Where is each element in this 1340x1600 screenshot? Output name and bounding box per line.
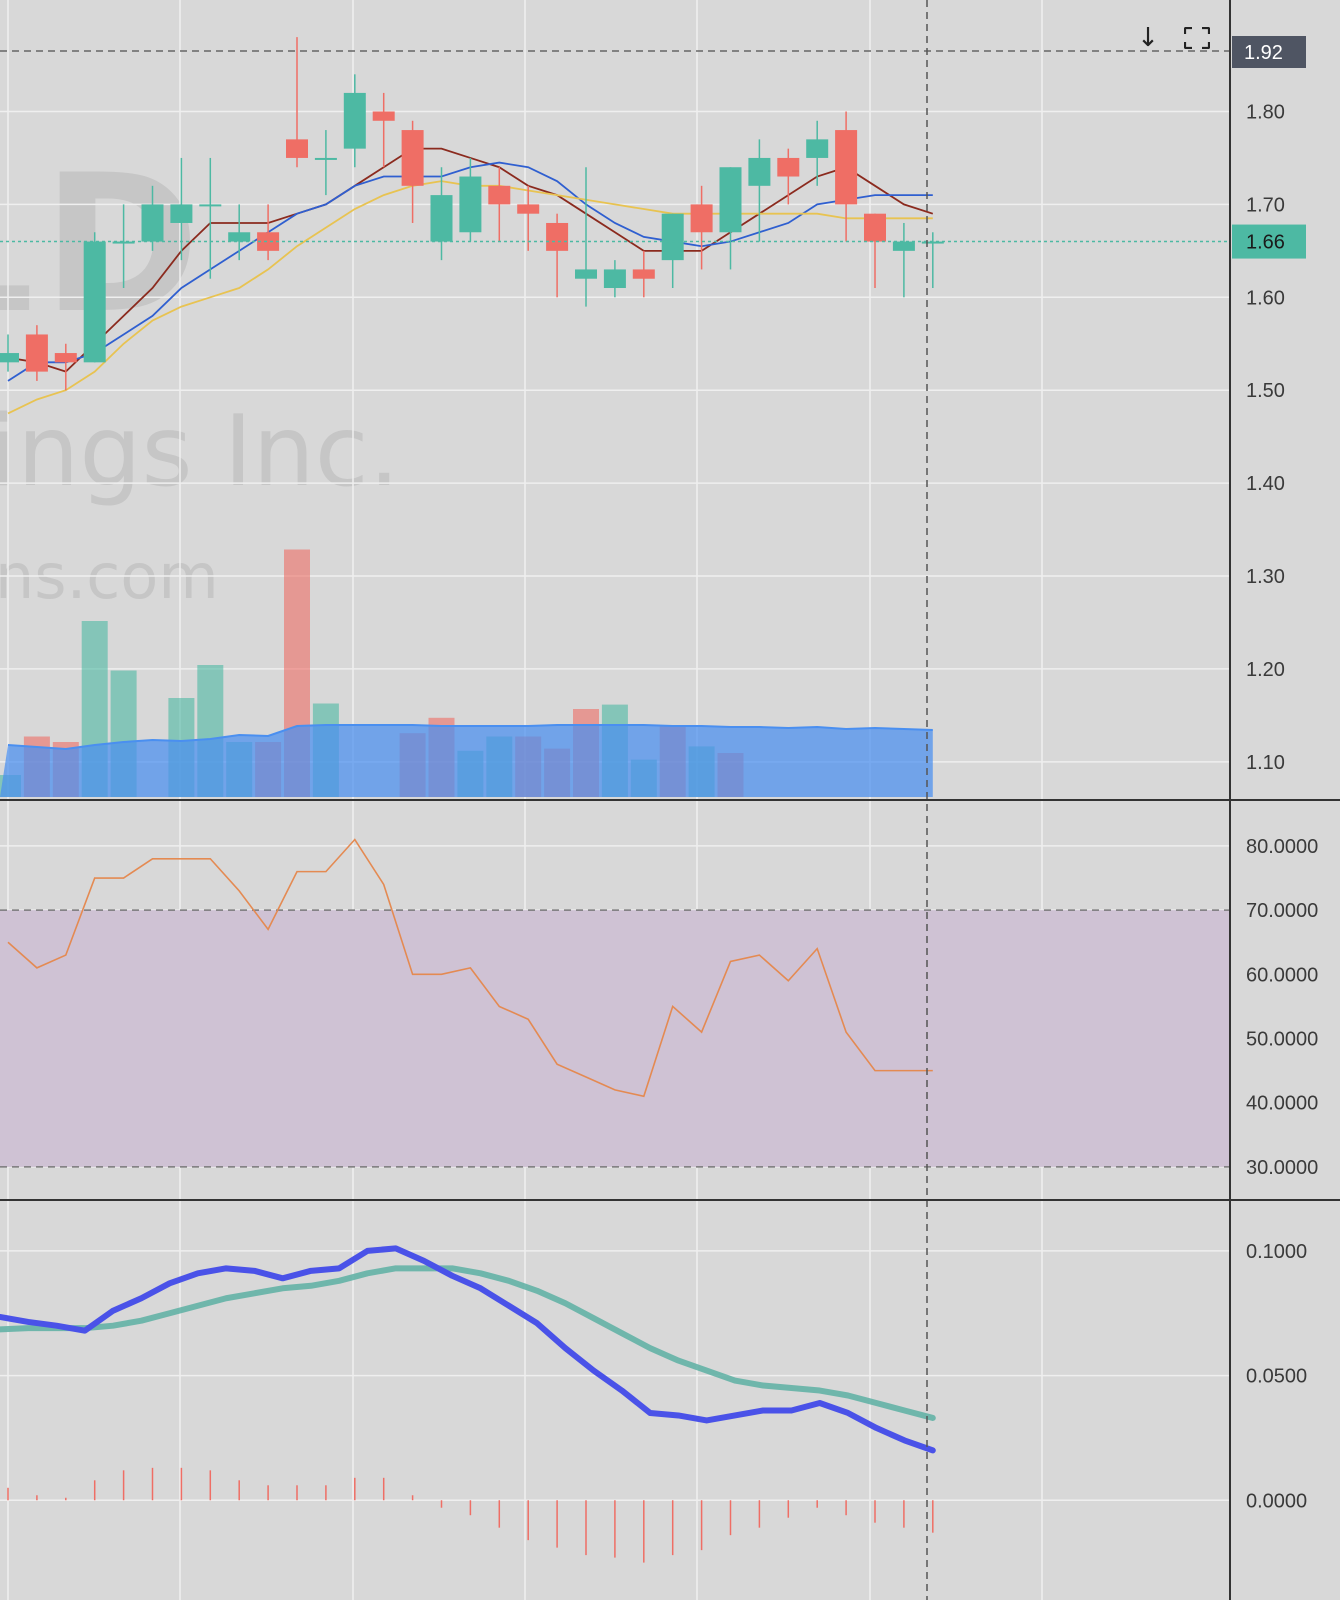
- price-axis-label: 1.10: [1246, 752, 1285, 774]
- candle-body: [112, 241, 135, 244]
- candle-body: [546, 222, 569, 251]
- rsi-layer: [7, 838, 933, 1098]
- macd-layer: [0, 1245, 936, 1563]
- candle-body: [199, 204, 222, 207]
- volume-layer: [0, 549, 933, 797]
- candle-body: [430, 195, 453, 242]
- axis-labels: 1.80 1.70 1.60 1.50 1.40 1.30 1.20 1.10 80.0000 7…: [1246, 101, 1318, 1512]
- candle-body: [343, 92, 366, 149]
- candle-body: [459, 176, 482, 233]
- candle-body: [0, 353, 19, 363]
- candle-body: [54, 353, 77, 363]
- price-axis-label: 1.40: [1246, 473, 1285, 495]
- candle-body: [719, 167, 742, 233]
- candle-body: [257, 232, 280, 251]
- candle-body: [372, 111, 395, 121]
- candle-body: [314, 157, 337, 160]
- macd-signal-line: [0, 1265, 936, 1421]
- candle-body: [517, 204, 540, 214]
- fullscreen-icon-glyph: [1184, 27, 1210, 49]
- candle-body: [25, 334, 48, 372]
- candle-body: [603, 269, 626, 289]
- crosshair-price-label: 1.92: [1244, 42, 1283, 64]
- rsi-line: [7, 838, 933, 1098]
- price-axis-label: 1.30: [1246, 566, 1285, 588]
- watermark-company: ings Inc.: [0, 395, 400, 509]
- rsi-axis-label: 60.0000: [1246, 964, 1318, 986]
- fullscreen-icon[interactable]: [1177, 18, 1217, 58]
- candle-body: [170, 204, 193, 223]
- price-axis-label: 1.50: [1246, 380, 1285, 402]
- last-price-tag: [1232, 224, 1306, 259]
- candle-body: [632, 269, 655, 279]
- candle-body: [661, 213, 684, 261]
- candle-body: [401, 130, 424, 186]
- candle-body: [488, 185, 511, 205]
- candle-body: [141, 204, 164, 242]
- candle-body: [777, 157, 800, 177]
- arrow-down-icon[interactable]: ↓: [1137, 23, 1159, 53]
- volume-ma-line: [7, 724, 933, 751]
- price-axis-label: 1.80: [1246, 101, 1285, 123]
- macd-axis-label: 0.1000: [1246, 1241, 1307, 1263]
- candle-body: [286, 139, 308, 158]
- candle-body: [575, 269, 597, 279]
- macd-axis-label: 0.0000: [1246, 1490, 1307, 1512]
- candle-body: [748, 157, 771, 186]
- crosshair-price-tag: [1232, 36, 1306, 68]
- rsi-axis-label: 80.0000: [1246, 836, 1318, 858]
- rsi-axis-label: 50.0000: [1246, 1029, 1318, 1051]
- macd-axis-label: 0.0500: [1246, 1366, 1307, 1388]
- candle-body: [864, 213, 886, 242]
- candle-body: [690, 204, 713, 233]
- candle-body: [835, 130, 858, 205]
- price-axis-label: 1.60: [1246, 287, 1285, 309]
- candles: [0, 37, 944, 391]
- last-price-label: 1.66: [1246, 232, 1285, 254]
- rsi-axis-label: 40.0000: [1246, 1093, 1318, 1115]
- rsi-axis-label: 30.0000: [1246, 1157, 1318, 1179]
- candle-body: [83, 241, 106, 363]
- volume-ma-area: [0, 725, 933, 797]
- macd-line: [0, 1245, 936, 1454]
- price-axis-label: 1.20: [1246, 659, 1285, 681]
- candle-body: [228, 232, 251, 242]
- candle-body: [892, 241, 915, 251]
- rsi-band: [0, 910, 1230, 1167]
- candle-body: [806, 139, 829, 158]
- price-axis-label: 1.70: [1246, 194, 1285, 216]
- candle-body: [921, 241, 944, 244]
- rsi-axis-label: 70.0000: [1246, 900, 1318, 922]
